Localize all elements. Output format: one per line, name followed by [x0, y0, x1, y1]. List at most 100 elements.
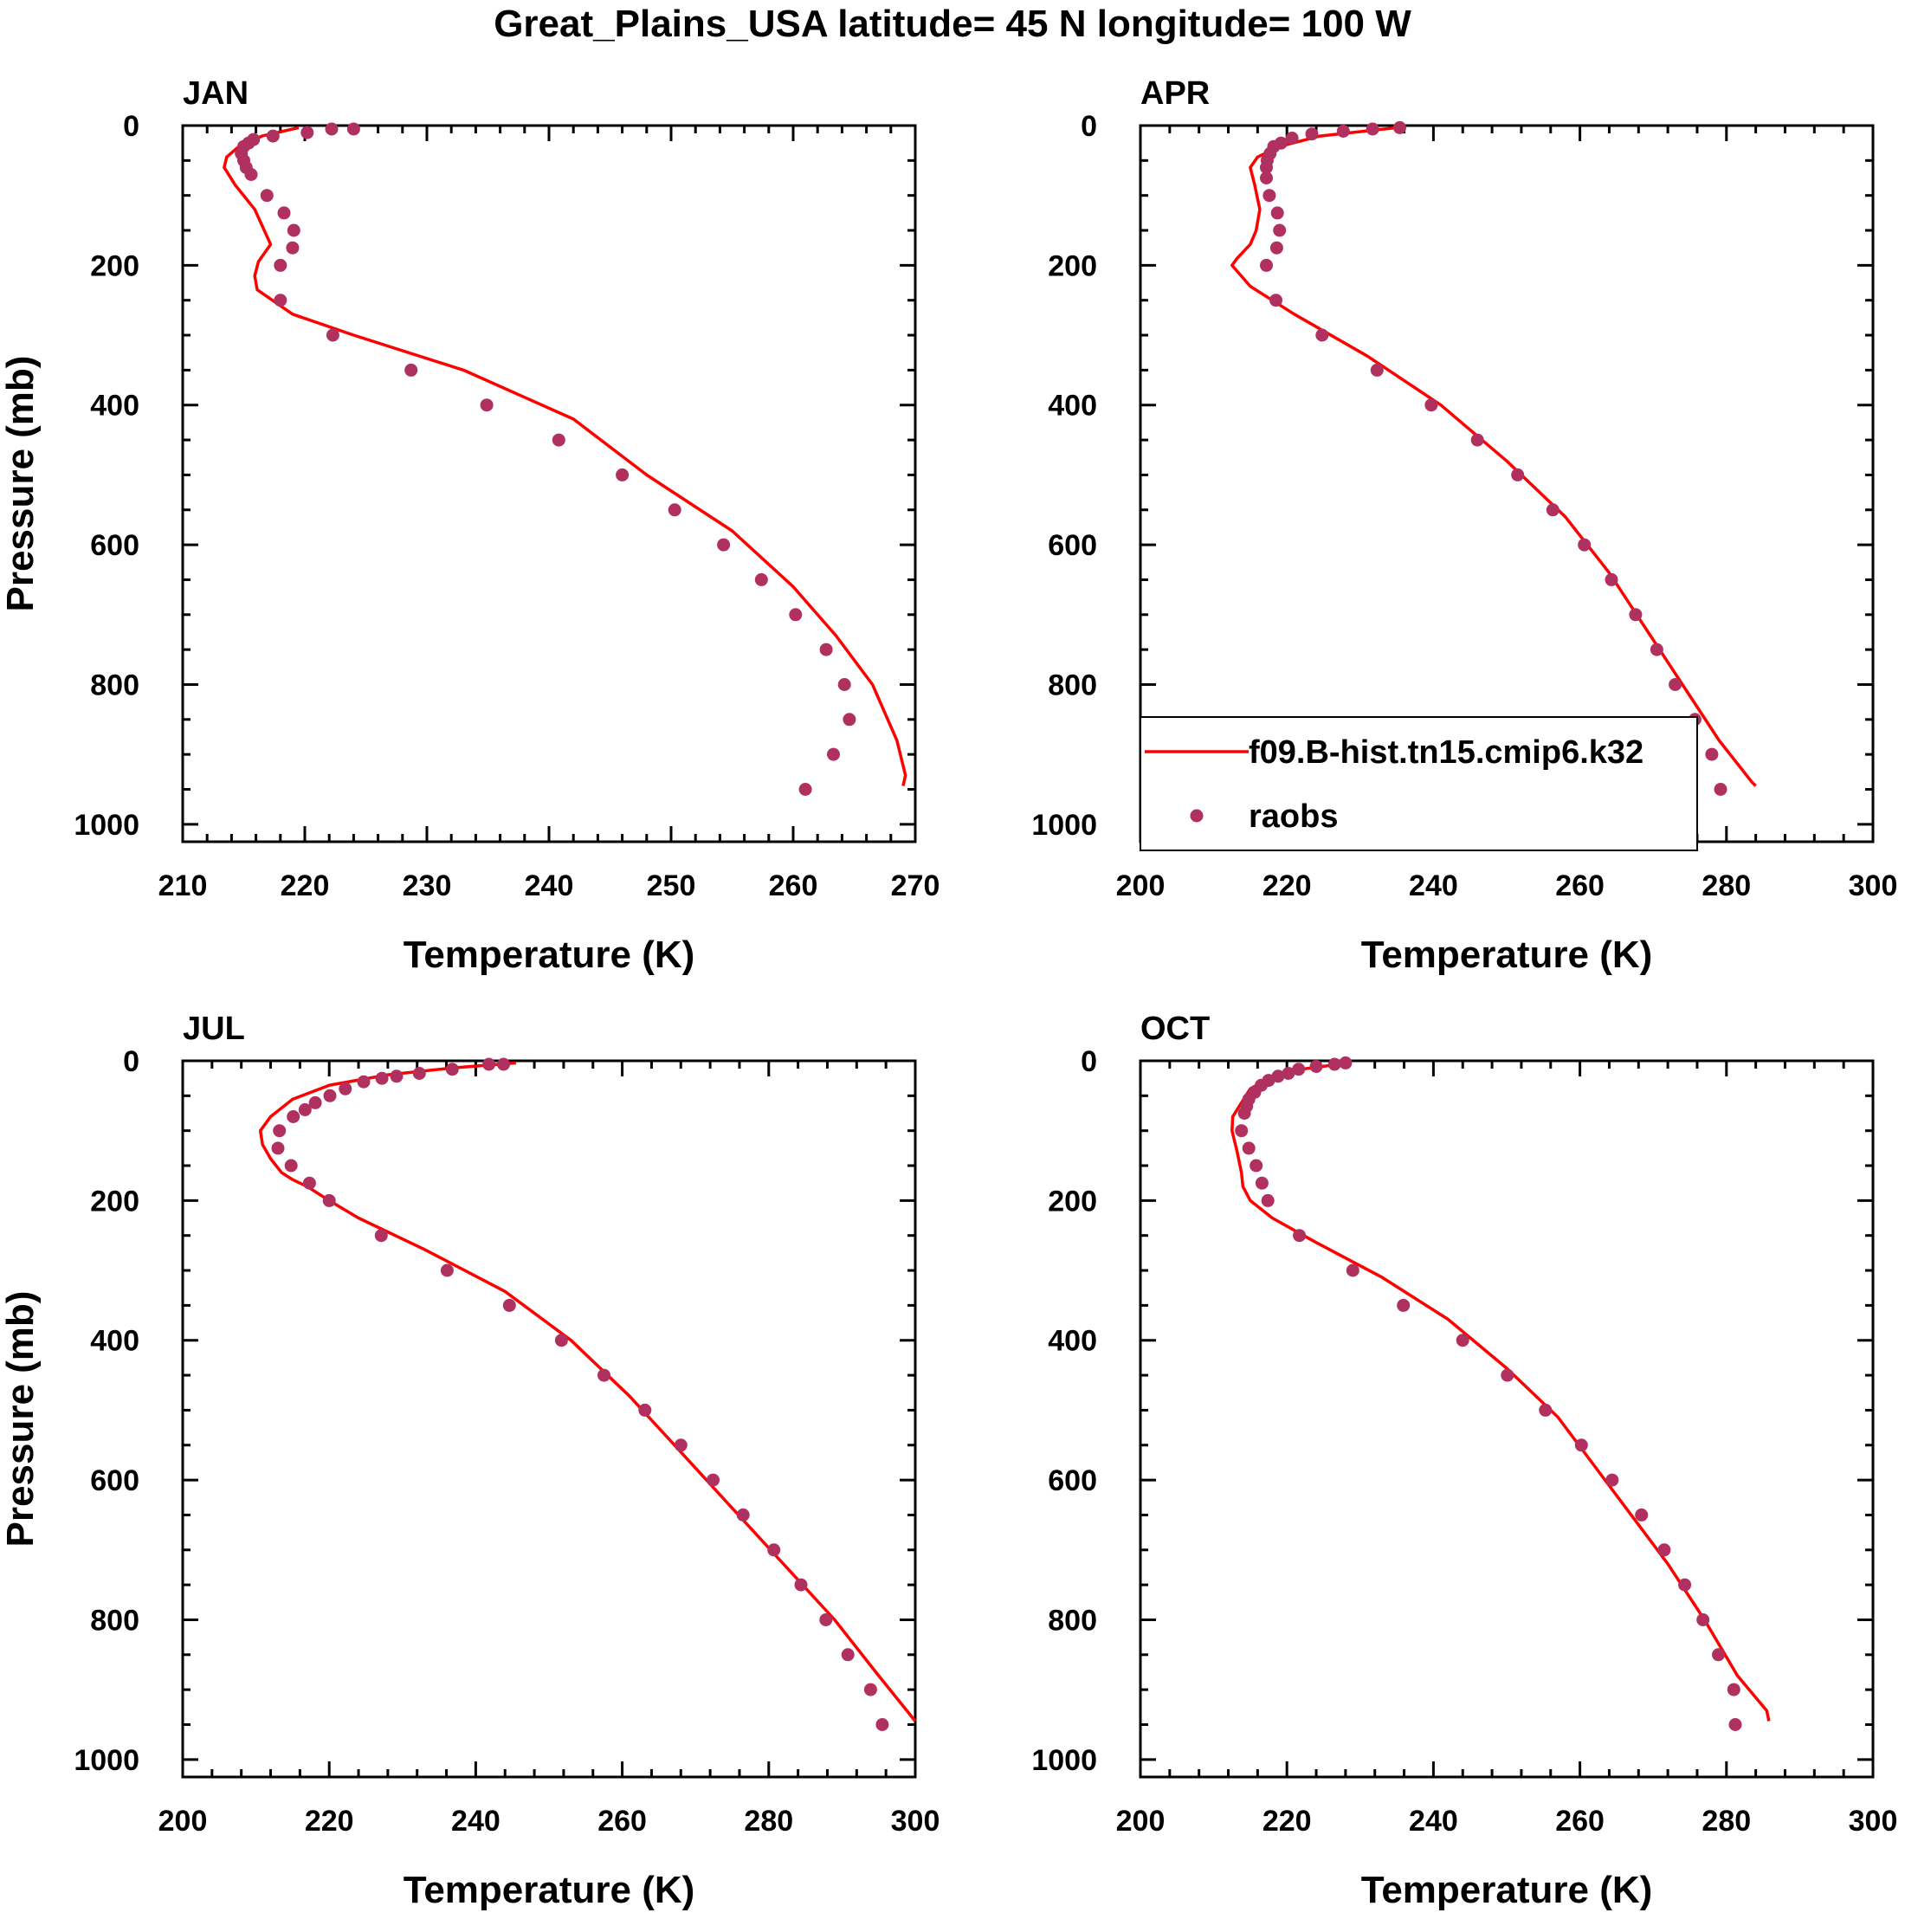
x-tick-label: 200: [1116, 869, 1166, 902]
y-tick-label: 800: [1048, 669, 1097, 701]
raobs-point: [674, 1438, 688, 1452]
raobs-point: [260, 189, 274, 203]
raobs-point: [404, 363, 418, 377]
raobs-point: [819, 1613, 833, 1626]
raobs-point: [1346, 1263, 1359, 1277]
panel-jan: JAN 210 220 230 240 250 260 270 0 200 400 600 800 100…: [0, 75, 940, 976]
raobs-point: [1511, 468, 1525, 481]
raobs-point: [1546, 503, 1560, 517]
raobs-point: [271, 1141, 285, 1155]
model-line: [258, 1061, 917, 1722]
y-tick-label: 1000: [74, 809, 139, 842]
legend-box: [1140, 716, 1698, 851]
raobs-point: [798, 783, 812, 796]
x-axis-label: Temperature (K): [1361, 934, 1653, 976]
x-axis-label: Temperature (K): [1361, 1869, 1653, 1911]
raobs-point: [287, 223, 300, 237]
y-tick-label: 600: [90, 529, 139, 562]
y-axis-label: Pressure (mb): [0, 1291, 42, 1548]
raobs-point: [1273, 223, 1287, 237]
y-tick-label: 800: [90, 1604, 139, 1637]
y-tick-label: 0: [1081, 110, 1097, 143]
raobs-point: [1269, 294, 1282, 307]
raobs-point: [1539, 1403, 1553, 1417]
x-tick-label: 260: [1555, 869, 1605, 902]
x-tick-label: 220: [1262, 1805, 1312, 1838]
y-tick-label: 200: [90, 249, 139, 282]
x-tick-label: 260: [1555, 1805, 1605, 1838]
raobs-point: [707, 1473, 720, 1487]
raobs-point: [794, 1578, 808, 1592]
raobs-point: [277, 206, 291, 220]
raobs-point: [480, 398, 494, 412]
raobs-point: [1336, 125, 1350, 138]
y-tick-label: 0: [1081, 1045, 1097, 1078]
raobs-point: [346, 122, 360, 136]
x-tick-label: 260: [597, 1805, 647, 1838]
x-tick-label: 280: [744, 1805, 793, 1838]
plot-frame: [181, 1059, 917, 1779]
raobs-point: [1470, 433, 1484, 447]
y-tick-label: 1000: [1031, 809, 1097, 842]
legend-model-label: f09.B-hist.tn15.cmip6.k32: [1249, 734, 1643, 771]
raobs-point: [1285, 132, 1299, 145]
y-axis-label: Pressure (mb): [0, 356, 42, 612]
raobs-point: [374, 1229, 388, 1243]
raobs-point: [1605, 1473, 1619, 1487]
raobs-point: [390, 1069, 404, 1083]
raobs-point: [1255, 1176, 1269, 1190]
raobs-point: [1424, 398, 1438, 412]
raobs-point: [1501, 1368, 1514, 1382]
y-tick-label: 800: [90, 669, 139, 701]
model-line: [223, 126, 907, 786]
raobs-point: [1657, 1543, 1671, 1557]
x-tick-label: 300: [891, 1805, 940, 1838]
raobs-point: [827, 747, 840, 761]
raobs-point: [286, 241, 300, 255]
x-tick-label: 280: [1702, 869, 1751, 902]
raobs-point: [1393, 120, 1406, 134]
x-tick-label: 270: [891, 869, 940, 902]
y-tick-label: 1000: [74, 1744, 139, 1777]
panel-title: APR: [1140, 75, 1210, 112]
y-tick-label: 400: [90, 390, 139, 423]
raobs-point: [322, 1193, 336, 1207]
plot-frame: [1139, 1059, 1875, 1779]
raobs-point: [863, 1683, 877, 1696]
raobs-point: [1260, 160, 1273, 174]
x-tick-label: 210: [158, 869, 208, 902]
legend: f09.B-hist.tn15.cmip6.k32 raobs: [1140, 716, 1698, 851]
x-tick-label: 280: [1702, 1805, 1751, 1838]
raobs-point: [1282, 1067, 1295, 1080]
y-tick-label: 200: [90, 1185, 139, 1218]
raobs-point: [1293, 1229, 1307, 1243]
panel-title: JAN: [183, 75, 249, 112]
raobs-point: [1309, 1060, 1323, 1073]
raobs-point: [754, 572, 768, 586]
raobs-point: [1262, 189, 1276, 203]
x-tick-label: 240: [525, 869, 574, 902]
raobs-point: [1397, 1298, 1411, 1312]
panel-jul: JUL 200 220 240 260 280 300 0 200 400 600 800 1000 Te…: [0, 1011, 940, 1911]
y-tick-label: 600: [1048, 1464, 1097, 1497]
y-tick-label: 600: [1048, 529, 1097, 562]
raobs-point: [1678, 1578, 1692, 1592]
raobs-point: [266, 129, 280, 143]
raobs-point: [1242, 1141, 1256, 1155]
legend-dot-marker: [1190, 809, 1204, 823]
raobs-point: [1260, 171, 1273, 184]
panel-title: OCT: [1140, 1011, 1210, 1047]
raobs-point: [1261, 1193, 1275, 1207]
raobs-point: [1270, 206, 1284, 220]
x-axis-label: Temperature (K): [404, 934, 695, 976]
raobs-point: [1235, 1124, 1249, 1138]
raobs-point: [482, 1057, 496, 1071]
y-tick-label: 0: [123, 1045, 139, 1078]
raobs-point: [1669, 678, 1682, 691]
y-tick-label: 200: [1048, 249, 1097, 282]
raobs-point: [1696, 1613, 1710, 1626]
raobs-point: [1366, 122, 1379, 136]
raobs-point: [497, 1057, 510, 1071]
x-tick-label: 300: [1849, 1805, 1898, 1838]
x-tick-label: 220: [305, 1805, 354, 1838]
